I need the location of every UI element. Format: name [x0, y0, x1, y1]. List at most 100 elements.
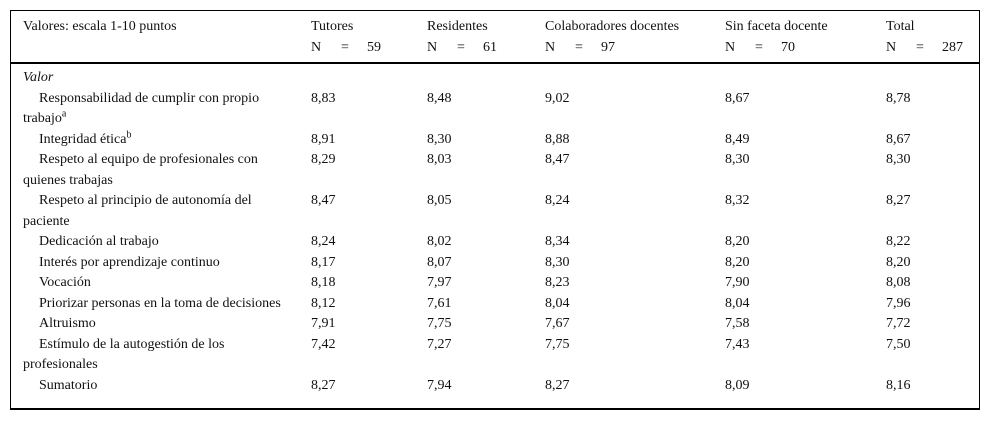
- row-label: Respeto al equipo de profesionales con q…: [23, 150, 311, 191]
- value-cell-residentes: 7,94: [427, 377, 452, 393]
- value-cell-colaboradores: 8,88: [545, 131, 570, 147]
- value-cell-colaboradores: 7,75: [545, 336, 570, 352]
- value-cell-colaboradores: 8,34: [545, 234, 570, 249]
- row-label-text: Priorizar personas en la toma de decisio…: [39, 295, 281, 311]
- header-col-residentes: Residentes N = 61: [427, 17, 545, 58]
- value-cell-colaboradores: 8,27: [545, 377, 570, 393]
- section-label: Valor: [23, 70, 54, 85]
- n-label: N: [427, 39, 438, 55]
- value-cell-residentes: 8,05: [427, 193, 452, 208]
- value-cell-sin-faceta: 8,20: [725, 234, 750, 249]
- value-cell-residentes: 8,30: [427, 131, 452, 147]
- value-cell-residentes: 8,07: [427, 254, 452, 270]
- value-cell-residentes: 7,61: [427, 295, 452, 311]
- row-label-text: Integridad ética: [39, 131, 127, 147]
- value-cell-sin-faceta: 7,58: [725, 316, 750, 331]
- value-cell-tutores: 8,47: [311, 193, 336, 208]
- equals-sign: =: [457, 39, 465, 55]
- table-body-rows: Responsabilidad de cumplir con propio tr…: [11, 89, 979, 397]
- table-body: Valor Responsabilidad de cumplir con pro…: [11, 64, 979, 408]
- table-row: Sumatorio 8,27 7,94 8,27 8,09 8,16: [11, 376, 979, 397]
- header-col-tutores: Tutores N = 59: [311, 17, 427, 58]
- value-cell-sin-faceta: 8,49: [725, 131, 750, 147]
- value-cell-colaboradores: 8,23: [545, 275, 570, 290]
- n-value: 70: [781, 39, 795, 55]
- value-cell-sin-faceta: 8,67: [725, 90, 750, 106]
- table-row: Interés por aprendizaje continuo 8,17 8,…: [11, 253, 979, 274]
- value-cell-residentes: 8,03: [427, 152, 452, 167]
- row-label-text: Altruismo: [39, 316, 96, 331]
- value-cell-sin-faceta: 7,90: [725, 275, 750, 290]
- row-label: Priorizar personas en la toma de decisio…: [23, 294, 311, 315]
- value-cell-sin-faceta: 8,30: [725, 152, 750, 167]
- table-row: Priorizar personas en la toma de decisio…: [11, 294, 979, 315]
- n-label: N: [311, 39, 322, 55]
- value-cell-total: 8,30: [886, 152, 911, 167]
- n-label: N: [545, 39, 556, 55]
- row-label: Interés por aprendizaje continuo: [23, 253, 311, 274]
- table-row: Dedicación al trabajo 8,24 8,02 8,34 8,2…: [11, 232, 979, 253]
- column-title: Residentes: [427, 19, 488, 34]
- table-row: Estímulo de la autogestión de los profes…: [11, 335, 979, 376]
- table-header-row: Valores: escala 1-10 puntos Tutores N = 59…: [11, 11, 979, 64]
- value-cell-tutores: 8,24: [311, 234, 336, 249]
- value-cell-total: 8,78: [886, 90, 911, 106]
- value-cell-total: 7,72: [886, 316, 911, 331]
- value-cell-total: 7,96: [886, 295, 911, 311]
- value-cell-total: 8,20: [886, 254, 911, 270]
- value-cell-sin-faceta: 8,04: [725, 295, 750, 311]
- column-title: Total: [886, 19, 915, 34]
- row-label-text: Sumatorio: [39, 377, 98, 393]
- table-row: Vocación 8,18 7,97 8,23 7,90 8,08: [11, 273, 979, 294]
- row-label-text: Respeto al principio de autonomía del pa…: [23, 193, 252, 229]
- row-label-text: Responsabilidad de cumplir con propio tr…: [23, 90, 260, 127]
- equals-sign: =: [755, 39, 763, 55]
- value-cell-sin-faceta: 8,20: [725, 254, 750, 270]
- footnote-marker: a: [61, 108, 67, 120]
- table-header-label: Valores: escala 1-10 puntos: [23, 19, 177, 34]
- column-n: N = 70: [725, 38, 886, 59]
- row-label-text: Estímulo de la autogestión de los profes…: [23, 336, 225, 373]
- value-cell-residentes: 7,27: [427, 336, 452, 352]
- table-row: Altruismo 7,91 7,75 7,67 7,58 7,72: [11, 314, 979, 335]
- table-row: Responsabilidad de cumplir con propio tr…: [11, 89, 979, 130]
- n-label: N: [725, 39, 736, 55]
- n-value: 61: [483, 39, 497, 55]
- column-title: Tutores: [311, 19, 354, 34]
- column-title: Sin faceta docente: [725, 19, 828, 34]
- value-cell-colaboradores: 9,02: [545, 90, 570, 106]
- row-label: Integridad éticab: [23, 128, 311, 151]
- value-cell-sin-faceta: 8,09: [725, 377, 750, 393]
- value-cell-tutores: 8,18: [311, 275, 336, 290]
- value-cell-total: 8,22: [886, 234, 911, 249]
- value-cell-sin-faceta: 7,43: [725, 336, 750, 352]
- n-value: 97: [601, 39, 615, 55]
- equals-sign: =: [575, 39, 583, 55]
- value-cell-colaboradores: 8,47: [545, 152, 570, 167]
- value-cell-tutores: 8,27: [311, 377, 336, 393]
- value-cell-sin-faceta: 8,32: [725, 193, 750, 208]
- column-n: N = 59: [311, 38, 427, 59]
- row-label: Responsabilidad de cumplir con propio tr…: [23, 89, 311, 130]
- column-n: N = 287: [886, 38, 979, 59]
- table-row: Respeto al principio de autonomía del pa…: [11, 191, 979, 232]
- value-cell-residentes: 7,75: [427, 316, 452, 331]
- footnote-marker: b: [126, 128, 132, 140]
- value-cell-colaboradores: 7,67: [545, 316, 570, 331]
- column-title: Colaboradores docentes: [545, 19, 680, 34]
- value-cell-tutores: 8,83: [311, 90, 336, 106]
- table-row: Respeto al equipo de profesionales con q…: [11, 150, 979, 191]
- equals-sign: =: [341, 39, 349, 55]
- value-cell-total: 8,16: [886, 377, 911, 393]
- n-label: N: [886, 39, 897, 55]
- row-label-text: Respeto al equipo de profesionales con q…: [23, 152, 258, 188]
- value-cell-total: 8,08: [886, 275, 911, 290]
- value-cell-colaboradores: 8,30: [545, 254, 570, 270]
- value-cell-tutores: 7,91: [311, 316, 336, 331]
- paper-table: Valores: escala 1-10 puntos Tutores N = 59…: [10, 10, 980, 410]
- row-label: Respeto al principio de autonomía del pa…: [23, 191, 311, 232]
- header-col-sin-faceta-docente: Sin faceta docente N = 70: [725, 17, 886, 58]
- value-cell-residentes: 8,48: [427, 90, 452, 106]
- n-value: 59: [367, 39, 381, 55]
- row-label: Vocación: [23, 273, 311, 294]
